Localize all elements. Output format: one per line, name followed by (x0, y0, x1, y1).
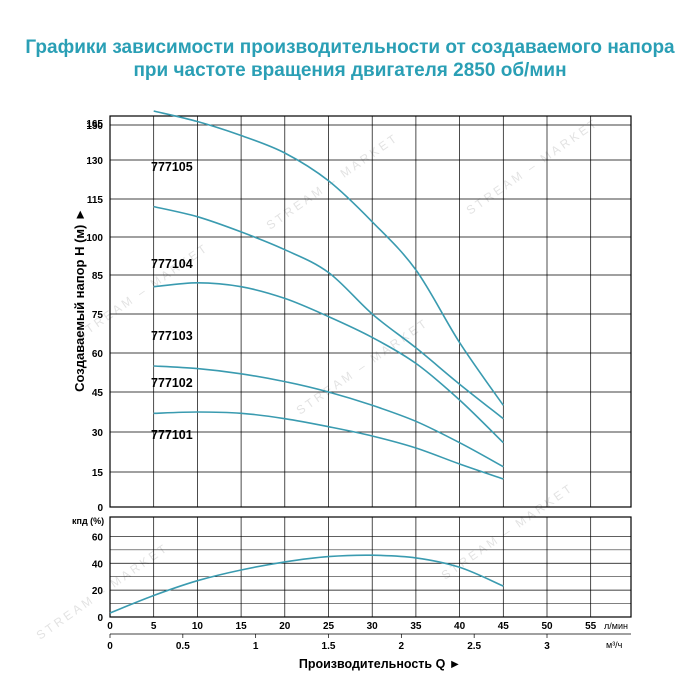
series-label-777101: 777101 (151, 428, 193, 442)
x-tick-m3-label: 1 (253, 641, 259, 652)
x-axis-label: Производительность Q ► (299, 657, 461, 671)
series-label-777104: 777104 (151, 257, 193, 271)
head-y-tick-label: 85 (92, 271, 104, 282)
series-label-777103: 777103 (151, 329, 193, 343)
x-unit-flow: л/мин (604, 621, 628, 631)
x-tick-flow-label: 5 (151, 621, 157, 632)
head-y-tick-label: 165 (86, 119, 103, 130)
eff-y-axis-label: кпд (%) (72, 516, 104, 526)
watermark-text: STREAM – MARKET (74, 240, 212, 342)
x-tick-m3-label: 0.5 (176, 641, 190, 652)
x-tick-flow-label: 0 (107, 621, 113, 632)
eff-y-tick-label: 20 (92, 586, 104, 597)
x-tick-m3-label: 1.5 (322, 641, 336, 652)
head-y-tick-label: 45 (92, 388, 104, 399)
title-line-2: при частоте вращения двигателя 2850 об/м… (133, 60, 567, 81)
x-tick-flow-label: 35 (410, 621, 422, 632)
head-chart-frame (109, 115, 632, 508)
x-tick-m3-label: 3 (544, 641, 550, 652)
watermark-text: STREAM – MARKET (464, 115, 602, 217)
curve-777104 (153, 205, 504, 420)
efficiency-curve (109, 554, 504, 614)
head-y-tick-label: 0 (97, 503, 103, 514)
curve-777101 (153, 411, 504, 480)
head-y-tick-label: 60 (92, 349, 104, 360)
eff-y-tick-label: 40 (92, 559, 104, 570)
head-y-tick-label: 150 (86, 121, 103, 132)
x-tick-flow-label: 55 (585, 621, 597, 632)
curve-777102 (153, 365, 504, 468)
title-line-1: Графики зависимости производительности о… (25, 37, 675, 58)
head-y-tick-label: 100 (86, 233, 103, 244)
head-y-tick-label: 30 (92, 428, 104, 439)
x-tick-flow-label: 50 (541, 621, 553, 632)
head-y-tick-label: 130 (86, 156, 103, 167)
head-y-axis-label: Создаваемый напор H (м) ► (72, 208, 87, 392)
x-tick-flow-label: 15 (236, 621, 248, 632)
x-unit-m3: м³/ч (606, 640, 623, 650)
efficiency-chart-frame (109, 516, 632, 618)
x-tick-flow-label: 45 (498, 621, 510, 632)
curve-777103 (153, 281, 504, 444)
watermark-text: STREAM – MARKET (264, 130, 402, 232)
eff-y-tick-label: 60 (92, 532, 104, 543)
series-label-777105: 777105 (151, 160, 193, 174)
head-y-tick-label: 15 (92, 468, 104, 479)
x-tick-flow-label: 20 (279, 621, 291, 632)
x-tick-flow-label: 30 (367, 621, 379, 632)
head-y-tick-label: 75 (92, 310, 104, 321)
chart-title: Графики зависимости производительности о… (0, 36, 700, 82)
x-tick-flow-label: 25 (323, 621, 335, 632)
head-y-tick-label: 115 (87, 195, 104, 206)
curve-777105 (153, 110, 504, 406)
x-tick-m3-label: 2 (399, 641, 405, 652)
eff-y-tick-label: 0 (97, 613, 103, 624)
x-tick-m3-label: 2.5 (467, 641, 481, 652)
x-tick-flow-label: 40 (454, 621, 466, 632)
x-tick-flow-label: 10 (192, 621, 204, 632)
series-label-777102: 777102 (151, 376, 193, 390)
x-tick-m3-label: 0 (107, 641, 113, 652)
